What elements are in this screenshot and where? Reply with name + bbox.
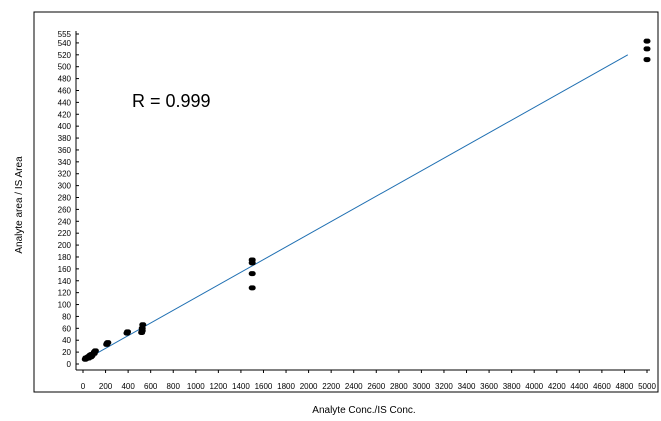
y-tick-label: 360 <box>58 146 72 155</box>
x-tick-label: 4000 <box>525 382 543 391</box>
y-tick-label: 220 <box>58 229 72 238</box>
data-point <box>91 348 99 354</box>
x-axis-title: Analyte Conc./IS Conc. <box>312 405 415 416</box>
x-tick-label: 1800 <box>277 382 295 391</box>
data-points <box>81 38 651 362</box>
y-tick-label: 80 <box>62 312 71 321</box>
x-tick-label: 5000 <box>638 382 656 391</box>
x-tick-label: 3400 <box>458 382 476 391</box>
x-tick-label: 2400 <box>345 382 363 391</box>
x-tick-label: 4200 <box>548 382 566 391</box>
y-tick-label: 260 <box>58 205 72 214</box>
x-tick-label: 600 <box>144 382 158 391</box>
chart-border <box>33 11 659 393</box>
y-tick-label: 320 <box>58 170 72 179</box>
y-tick-label: 440 <box>58 98 72 107</box>
data-point <box>248 285 256 291</box>
x-tick-label: 4800 <box>616 382 634 391</box>
data-point <box>139 322 147 328</box>
y-tick-label: 140 <box>58 277 72 286</box>
y-tick-label: 120 <box>58 289 72 298</box>
data-point <box>643 38 651 44</box>
x-axis-ticks: 0 200 400 600 800 1000 1200 1400 1600 1800 2000 220… <box>81 370 656 391</box>
x-tick-label: 200 <box>99 382 113 391</box>
x-tick-label: 1400 <box>232 382 250 391</box>
y-tick-label: 540 <box>58 39 72 48</box>
y-tick-label: 100 <box>58 301 72 310</box>
y-tick-label: 60 <box>62 324 71 333</box>
y-tick-label: 0 <box>67 360 72 369</box>
y-tick-label: 420 <box>58 110 72 119</box>
y-tick-label: 520 <box>58 51 72 60</box>
x-tick-label: 2200 <box>322 382 340 391</box>
data-point <box>643 57 651 63</box>
y-tick-label: 240 <box>58 217 72 226</box>
y-axis-title: Analyte area / IS Area <box>14 156 25 254</box>
x-tick-label: 3200 <box>435 382 453 391</box>
y-tick-label: 200 <box>58 241 72 250</box>
y-tick-label: 180 <box>58 253 72 262</box>
x-tick-label: 2800 <box>390 382 408 391</box>
y-tick-label: 380 <box>58 134 72 143</box>
x-tick-label: 1600 <box>255 382 273 391</box>
x-tick-label: 2600 <box>367 382 385 391</box>
y-axis-ticks: 0 20 40 60 80 100 120 140 160 180 200 220 240 260 280 3… <box>58 30 79 369</box>
x-tick-label: 3800 <box>503 382 521 391</box>
y-tick-label: 460 <box>58 86 72 95</box>
x-tick-label: 1200 <box>209 382 227 391</box>
y-tick-label: 480 <box>58 75 72 84</box>
data-point <box>104 340 112 346</box>
x-tick-label: 4600 <box>593 382 611 391</box>
x-tick-label: 2000 <box>300 382 318 391</box>
y-tick-label: 500 <box>58 63 72 72</box>
x-tick-label: 0 <box>81 382 86 391</box>
y-tick-label: 300 <box>58 182 72 191</box>
x-tick-label: 800 <box>167 382 181 391</box>
y-tick-label: 280 <box>58 194 72 203</box>
y-tick-label: 20 <box>62 348 71 357</box>
x-tick-label: 3000 <box>413 382 431 391</box>
y-tick-label: 555 <box>58 30 72 39</box>
r-value-annotation: R = 0.999 <box>132 91 211 111</box>
data-point <box>248 271 256 277</box>
y-tick-label: 340 <box>58 158 72 167</box>
x-tick-label: 1000 <box>187 382 205 391</box>
data-point <box>248 257 256 263</box>
y-tick-label: 160 <box>58 265 72 274</box>
x-tick-label: 3600 <box>480 382 498 391</box>
y-tick-label: 400 <box>58 122 72 131</box>
regression-line <box>82 54 629 362</box>
data-point <box>124 329 132 335</box>
x-tick-label: 400 <box>121 382 135 391</box>
x-tick-label: 4400 <box>570 382 588 391</box>
data-point <box>643 46 651 52</box>
y-tick-label: 40 <box>62 336 71 345</box>
